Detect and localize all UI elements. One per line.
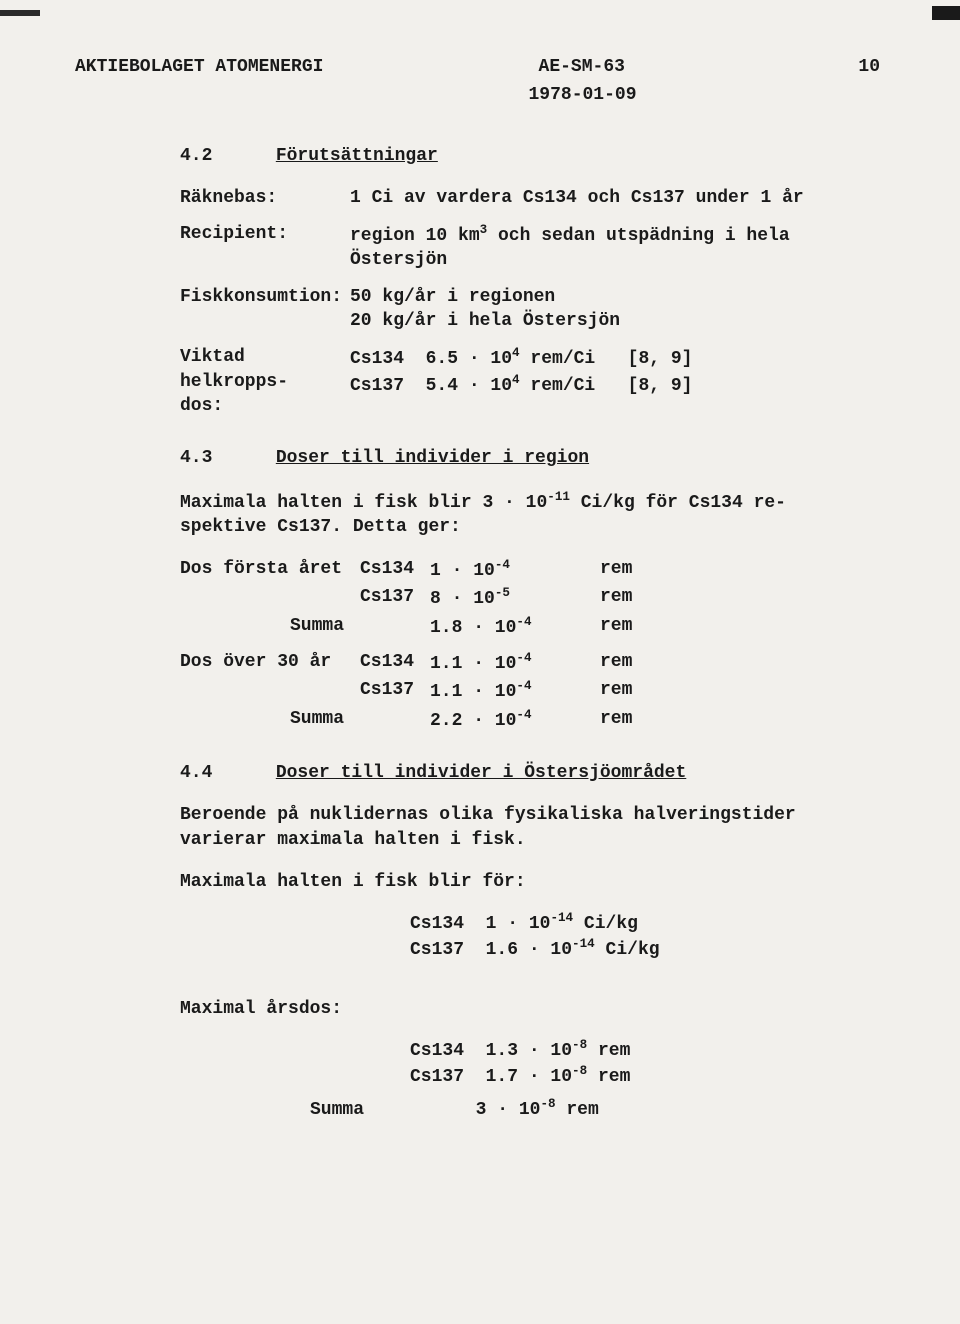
fy-cs137-unit: rem <box>600 585 660 611</box>
fy-cs137-val: 8 · 10-5 <box>430 585 600 611</box>
annual-dose-values: Cs134 1.3 · 10-8 rem Cs137 1.7 · 10-8 re… <box>410 1037 880 1090</box>
annual-dose-label: Maximal årsdos: <box>180 997 880 1021</box>
annual-summa: Summa 3 · 10-8 rem <box>310 1096 880 1122</box>
viktad-cs137-exp: 4 <box>512 373 520 387</box>
recipient-label: Recipient: <box>180 222 350 273</box>
o-summa-unit: rem <box>600 707 660 733</box>
section-4-2-number: 4.2 <box>180 144 265 168</box>
over30-label: Dos över 30 år <box>180 650 360 676</box>
fy-cs137-nuc: Cs137 <box>360 585 430 611</box>
viktad-cs134-pre: 6.5 · 10 <box>426 349 512 369</box>
fisk-line-1: 50 kg/år i regionen <box>350 285 880 309</box>
recipient-value: region 10 km3 och sedan utspädning i hel… <box>350 222 880 273</box>
section-4-4-heading: 4.4 Doser till individer i Östersjöområd… <box>180 761 880 785</box>
viktad-cs134-nuc: Cs134 <box>350 349 404 369</box>
viktad-cs137-nuc: Cs137 <box>350 376 404 396</box>
section-4-4: 4.4 Doser till individer i Östersjöområd… <box>180 761 880 1122</box>
viktad-value: Cs134 6.5 · 104 rem/Ci [8, 9] Cs137 5.4 … <box>350 345 880 418</box>
page-header: AKTIEBOLAGET ATOMENERGI AE-SM-63 10 <box>75 55 880 79</box>
max-fisk-values: Cs134 1 · 10-14 Ci/kg Cs137 1.6 · 10-14 … <box>410 910 880 963</box>
max-cs134: Cs134 1 · 10-14 Ci/kg <box>410 910 880 936</box>
max-fisk-label: Maximala halten i fisk blir för: <box>180 870 880 894</box>
section-4-4-number: 4.4 <box>180 761 265 785</box>
raknebas-row: Räknebas: 1 Ci av vardera Cs134 och Cs13… <box>180 186 880 210</box>
s43-p1-l2: spektive Cs137. Detta ger: <box>180 517 461 537</box>
s44-p2: varierar maximala halten i fisk. <box>180 828 880 852</box>
s44-para: Beroende på nuklidernas olika fysikalisk… <box>180 803 880 852</box>
page: AKTIEBOLAGET ATOMENERGI AE-SM-63 10 1978… <box>0 0 960 1324</box>
recipient-pre: region 10 km <box>350 226 480 246</box>
section-4-3-heading: 4.3 Doser till individer i region <box>180 446 880 470</box>
max-cs137: Cs137 1.6 · 10-14 Ci/kg <box>410 936 880 962</box>
s43-p1-exp: -11 <box>547 490 570 504</box>
fy-summa-val: 1.8 · 10-4 <box>430 614 600 640</box>
section-4-2-title: Förutsättningar <box>276 146 438 166</box>
viktad-l2: dos: <box>180 394 350 418</box>
viktad-l1: Viktad helkropps- <box>180 345 350 394</box>
o-summa-val: 2.2 · 10-4 <box>430 707 600 733</box>
section-4-3-number: 4.3 <box>180 446 265 470</box>
scan-artifact-left <box>0 10 40 16</box>
page-number: 10 <box>840 55 880 79</box>
s43-p1-pre: Maximala halten i fisk blir 3 · 10 <box>180 493 547 513</box>
scan-artifact-right <box>932 6 960 20</box>
viktad-cs137-pre: 5.4 · 10 <box>426 376 512 396</box>
s43-para: Maximala halten i fisk blir 3 · 10-11 Ci… <box>180 489 880 540</box>
annual-cs137: Cs137 1.7 · 10-8 rem <box>410 1063 880 1089</box>
raknebas-label: Räknebas: <box>180 186 350 210</box>
viktad-cs137-ref: [8, 9] <box>628 376 693 396</box>
s44-p1: Beroende på nuklidernas olika fysikalisk… <box>180 803 880 827</box>
o-cs134-unit: rem <box>600 650 660 676</box>
fisk-line-2: 20 kg/år i hela Östersjön <box>350 309 880 333</box>
fy-cs134-val: 1 · 10-4 <box>430 557 600 583</box>
fiskkonsumtion-label: Fiskkonsumtion: <box>180 285 350 334</box>
fy-summa-unit: rem <box>600 614 660 640</box>
doc-date: 1978-01-09 <box>285 83 880 107</box>
section-4-2: 4.2 Förutsättningar Räknebas: 1 Ci av va… <box>180 144 880 419</box>
fy-cs134-unit: rem <box>600 557 660 583</box>
viktad-cs134-unit: rem/Ci <box>520 349 596 369</box>
o-cs137-val: 1.1 · 10-4 <box>430 678 600 704</box>
fy-summa-label: Summa <box>290 614 360 640</box>
o-cs134-val: 1.1 · 10-4 <box>430 650 600 676</box>
viktad-cs134-exp: 4 <box>512 346 520 360</box>
viktad-cs137-unit: rem/Ci <box>520 376 596 396</box>
org-name: AKTIEBOLAGET ATOMENERGI <box>75 55 323 79</box>
o-cs134-nuc: Cs134 <box>360 650 430 676</box>
o-summa-label: Summa <box>290 707 360 733</box>
section-4-2-heading: 4.2 Förutsättningar <box>180 144 880 168</box>
annual-cs134: Cs134 1.3 · 10-8 rem <box>410 1037 880 1063</box>
first-year-label: Dos första året <box>180 557 360 583</box>
section-4-3-title: Doser till individer i region <box>276 448 589 468</box>
o-cs137-unit: rem <box>600 678 660 704</box>
viktad-cs134: Cs134 6.5 · 104 rem/Ci [8, 9] <box>350 345 880 371</box>
doc-number: AE-SM-63 <box>539 55 625 79</box>
fiskkonsumtion-value: 50 kg/år i regionen 20 kg/år i hela Öste… <box>350 285 880 334</box>
viktad-cs137: Cs137 5.4 · 104 rem/Ci [8, 9] <box>350 372 880 398</box>
annual-summa-label: Summa <box>310 1100 364 1120</box>
fy-cs134-nuc: Cs134 <box>360 557 430 583</box>
o-cs137-nuc: Cs137 <box>360 678 430 704</box>
s43-p1-post: Ci/kg för Cs134 re- <box>570 493 786 513</box>
section-4-4-title: Doser till individer i Östersjöområdet <box>276 763 686 783</box>
viktad-cs134-ref: [8, 9] <box>628 349 693 369</box>
first-year-dose: Dos första året Cs134 1 · 10-4 rem Cs137… <box>180 557 880 640</box>
viktad-label: Viktad helkropps- dos: <box>180 345 350 418</box>
viktad-row: Viktad helkropps- dos: Cs134 6.5 · 104 r… <box>180 345 880 418</box>
raknebas-value: 1 Ci av vardera Cs134 och Cs137 under 1 … <box>350 186 880 210</box>
over-30-dose: Dos över 30 år Cs134 1.1 · 10-4 rem Cs13… <box>180 650 880 733</box>
recipient-row: Recipient: region 10 km3 och sedan utspä… <box>180 222 880 273</box>
section-4-3: 4.3 Doser till individer i region Maxima… <box>180 446 880 733</box>
fiskkonsumtion-row: Fiskkonsumtion: 50 kg/år i regionen 20 k… <box>180 285 880 334</box>
